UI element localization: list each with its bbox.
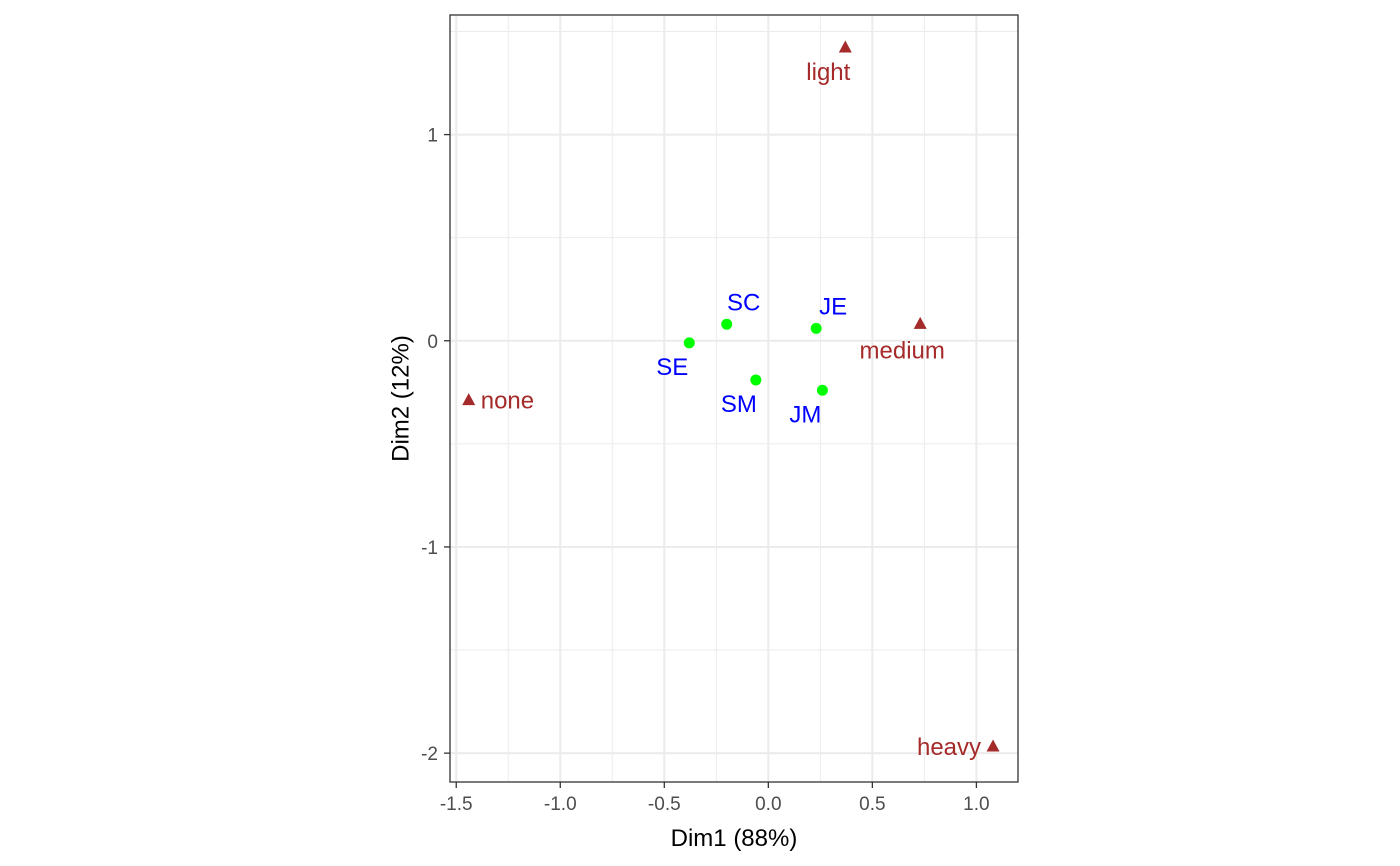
point-je (810, 322, 822, 334)
point-labels: SE SC SM JE JM none light medium heavy (481, 59, 981, 761)
label-light: light (806, 59, 850, 86)
y-tick-label: -2 (421, 744, 438, 765)
label-jm: JM (789, 401, 821, 428)
x-tick-label: -1.0 (544, 794, 577, 815)
x-tick-label: -1.5 (440, 794, 473, 815)
point-jm (816, 384, 828, 396)
panel-border (449, 14, 1019, 783)
y-tick-label: 1 (427, 126, 438, 147)
major-gridlines (450, 15, 1018, 782)
axes: -1.5 -1.0 -0.5 0.0 0.5 1.0 -2 -1 0 1 (421, 126, 990, 815)
point-se (683, 337, 695, 349)
label-je: JE (819, 293, 847, 320)
point-medium (913, 316, 927, 329)
x-tick-label: 0.0 (755, 794, 781, 815)
label-sm: SM (721, 391, 757, 418)
y-tick-label: 0 (427, 332, 438, 353)
point-light (838, 40, 852, 53)
x-tick-label: 0.5 (859, 794, 885, 815)
label-sc: SC (727, 289, 760, 316)
label-se: SE (656, 354, 688, 381)
x-tick-label: 1.0 (963, 794, 989, 815)
label-heavy: heavy (917, 734, 981, 761)
point-sm (750, 374, 762, 386)
x-tick-label: -0.5 (648, 794, 681, 815)
label-medium: medium (860, 337, 945, 364)
point-heavy (986, 739, 1000, 752)
minor-gridlines (450, 15, 1018, 782)
point-sc (721, 318, 733, 330)
y-axis-title: Dim2 (12%) (387, 335, 414, 462)
point-none (462, 393, 476, 406)
label-none: none (481, 388, 534, 415)
y-tick-label: -1 (421, 538, 438, 559)
data-points (462, 40, 1000, 752)
x-axis-title: Dim1 (88%) (671, 825, 798, 852)
